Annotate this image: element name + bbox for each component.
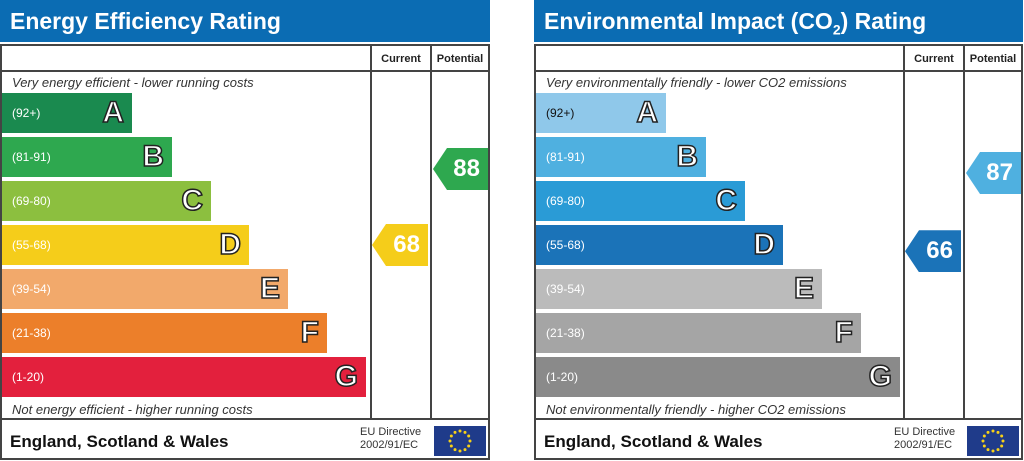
eu-star (991, 429, 995, 433)
band-b: (81-91) B (2, 137, 172, 177)
eu-star (449, 434, 453, 438)
eu-flag-icon (967, 426, 1019, 456)
region-label: England, Scotland & Wales (544, 432, 763, 451)
band-range: (69-80) (12, 194, 51, 208)
eu-star (449, 444, 453, 448)
potential-rating-arrow: 87 (966, 152, 1021, 194)
band-letter: E (259, 271, 281, 306)
band-letter: F (300, 315, 320, 350)
eu-star (982, 434, 986, 438)
band-range: (92+) (12, 106, 41, 120)
band-letter: D (219, 227, 242, 262)
eu-star (996, 430, 1000, 434)
bottom-note: Not energy efficient - higher running co… (12, 402, 253, 417)
panel-title: Energy Efficiency Rating (0, 0, 490, 42)
eu-flag-icon (434, 426, 486, 456)
band-range: (55-68) (546, 238, 585, 252)
band-e: (39-54) E (2, 269, 288, 309)
current-header: Current (914, 53, 954, 65)
band-d: (55-68) D (536, 225, 783, 265)
eu-star (1000, 444, 1004, 448)
band-letter: C (181, 183, 204, 218)
band-letter: B (676, 139, 699, 174)
band-range: (39-54) (12, 282, 51, 296)
panel-title: Environmental Impact (CO2) Rating (534, 0, 1023, 42)
band-letter: E (793, 271, 815, 306)
eu-star (463, 430, 467, 434)
band-c: (69-80) C (2, 181, 211, 221)
band-letter: D (753, 227, 776, 262)
eu-star (453, 448, 457, 452)
top-note: Very energy efficient - lower running co… (12, 75, 254, 90)
rating-table: Current Potential Very environmentally f… (534, 44, 1023, 460)
band-letter: G (334, 359, 359, 394)
eu-star (986, 430, 990, 434)
current-rating-arrow: 66 (905, 230, 961, 273)
band-range: (69-80) (546, 194, 585, 208)
eu-star (468, 439, 472, 443)
eu-star (458, 429, 462, 433)
band-range: (81-91) (12, 150, 51, 164)
band-f: (21-38) F (536, 313, 861, 353)
band-g: (1-20) G (2, 357, 366, 397)
eu-directive: EU Directive 2002/91/EC (894, 426, 956, 451)
band-letter: F (834, 315, 854, 350)
eu-star (463, 448, 467, 452)
band-letter: A (102, 95, 125, 130)
band-range: (1-20) (12, 370, 45, 384)
eu-star (467, 444, 471, 448)
energy-efficiency-panel: Energy Efficiency Rating Current Potenti… (0, 0, 490, 460)
band-letter: B (142, 139, 165, 174)
band-e: (39-54) E (536, 269, 822, 309)
band-c: (69-80) C (536, 181, 745, 221)
eu-star (996, 448, 1000, 452)
band-a: (92+) A (536, 93, 666, 133)
eu-star (467, 434, 471, 438)
band-letter: C (715, 183, 738, 218)
band-range: (21-38) (12, 326, 51, 340)
band-d: (55-68) D (2, 225, 249, 265)
eu-star (1001, 439, 1005, 443)
eu-star (991, 449, 995, 453)
rating-table: Current Potential Very energy efficient … (0, 44, 490, 460)
band-g: (1-20) G (536, 357, 900, 397)
band-letter: G (868, 359, 893, 394)
band-f: (21-38) F (2, 313, 327, 353)
band-range: (21-38) (546, 326, 585, 340)
band-range: (92+) (546, 106, 575, 120)
potential-header: Potential (969, 53, 1017, 65)
eu-star (981, 439, 985, 443)
eu-star (453, 430, 457, 434)
band-range: (81-91) (546, 150, 585, 164)
current-header: Current (381, 53, 421, 65)
potential-rating-arrow: 88 (433, 148, 488, 190)
band-a: (92+) A (2, 93, 132, 133)
current-rating-arrow: 68 (372, 224, 428, 266)
potential-header: Potential (436, 53, 484, 65)
eu-star (458, 449, 462, 453)
region-label: England, Scotland & Wales (10, 432, 229, 451)
environmental-impact-panel: Environmental Impact (CO2) Rating Curren… (534, 0, 1023, 460)
band-b: (81-91) B (536, 137, 706, 177)
band-letter: A (636, 95, 659, 130)
band-range: (39-54) (546, 282, 585, 296)
eu-star (982, 444, 986, 448)
eu-star (986, 448, 990, 452)
eu-star (448, 439, 452, 443)
band-range: (55-68) (12, 238, 51, 252)
band-range: (1-20) (546, 370, 579, 384)
eu-star (1000, 434, 1004, 438)
bottom-note: Not environmentally friendly - higher CO… (546, 402, 846, 417)
eu-directive: EU Directive 2002/91/EC (360, 426, 422, 451)
top-note: Very environmentally friendly - lower CO… (546, 75, 847, 90)
